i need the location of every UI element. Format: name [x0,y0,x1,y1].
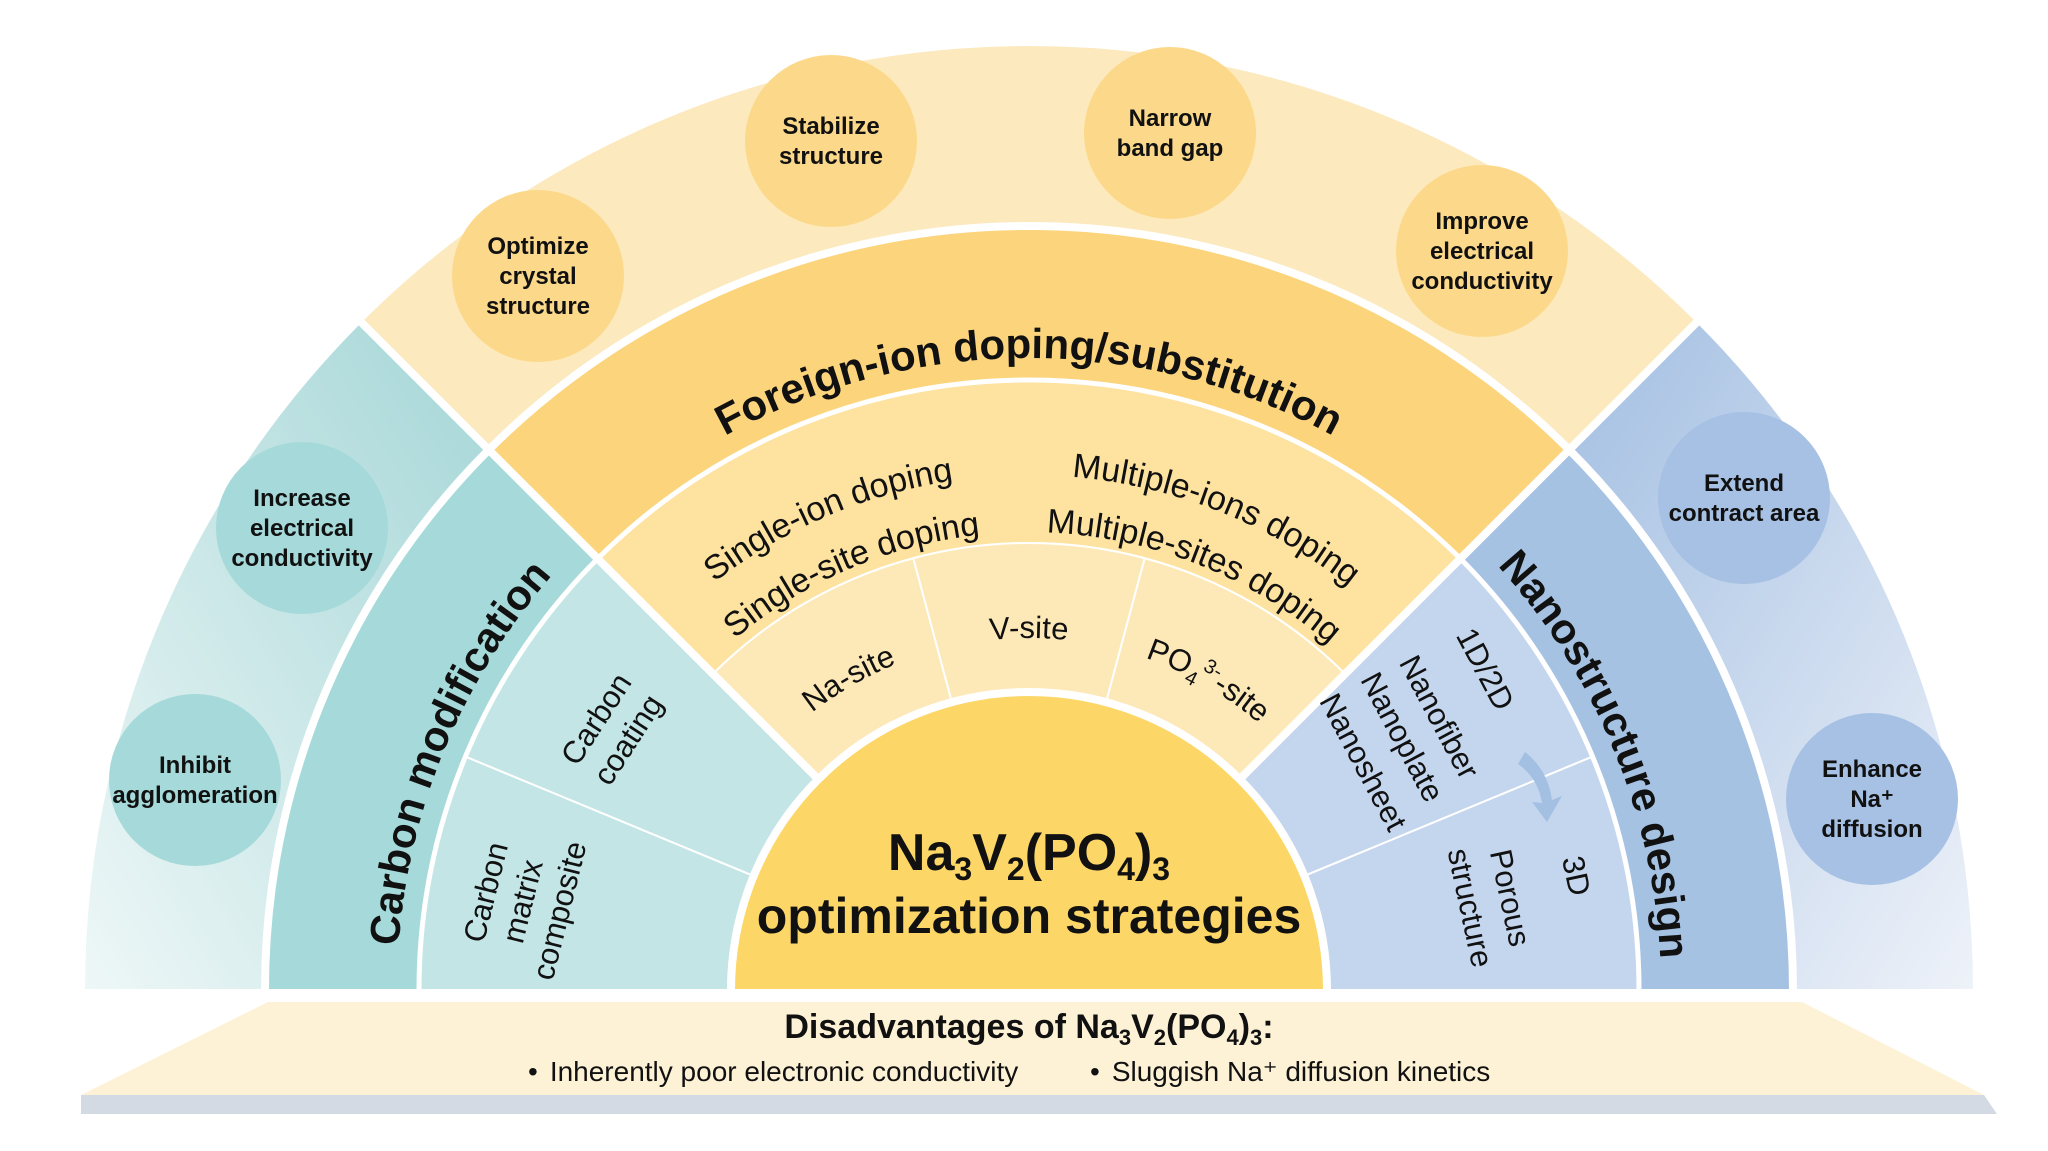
extend-contact-area-circle: Extend contract area [1658,412,1830,584]
sector-divider [1236,318,1701,783]
benefit-circle-shape [216,442,388,614]
benefit-circle-shape [109,694,281,866]
benefit-circle-shape [1786,713,1958,885]
optimize-crystal-structure-circle: Optimize crystal structure [452,190,624,362]
benefit-text: Na⁺ [1850,786,1893,813]
base-shadow [81,1095,1997,1114]
benefit-text: contract area [1669,500,1820,527]
disadvantage-item: • Sluggish Na⁺ diffusion kinetics [1090,1056,1490,1087]
disadvantages-panel [81,1002,1984,1095]
benefit-circle-shape [1658,412,1830,584]
disadvantage-item: • Inherently poor electronic conductivity [528,1056,1018,1087]
disadvantages-title: Disadvantages of Na3V2(PO4)3: [784,1008,1273,1050]
benefit-text: Increase [253,485,350,512]
benefit-text: structure [779,143,883,170]
benefit-text: Narrow [1129,105,1212,132]
improve-conductivity-circle: Improve electrical conductivity [1396,165,1568,337]
benefit-text: electrical [250,515,354,542]
benefit-text: crystal [499,263,576,290]
benefit-circle-shape [1084,47,1256,219]
benefit-text: electrical [1430,238,1534,265]
benefit-circle-shape [745,55,917,227]
benefit-text: Enhance [1822,756,1922,783]
benefit-circle-shape [452,190,624,362]
enhance-na-diffusion-circle: Enhance Na⁺ diffusion [1786,713,1958,885]
narrow-band-gap-circle: Narrow band gap [1084,47,1256,219]
center-formula: Na3V2(PO4)3 [888,824,1170,887]
sector-divider [357,318,822,783]
divider-layer [79,222,1979,994]
benefit-circles: Optimize crystal structure Stabilize structu… [109,47,1958,885]
v-site-label: V-site [988,610,1070,647]
benefit-text: structure [486,293,590,320]
benefit-text: band gap [1117,135,1224,162]
benefit-text: Extend [1704,470,1784,497]
ring-divider [261,222,1797,991]
benefit-text: conductivity [1411,268,1553,295]
ring-divider [727,688,1331,991]
benefit-circle-shape [1396,165,1568,337]
increase-conductivity-circle: Increase electrical conductivity [216,442,388,614]
ring-divider [416,377,1642,991]
inhibit-agglomeration-circle: Inhibit agglomeration [109,694,281,866]
stabilize-structure-circle: Stabilize structure [745,55,917,227]
benefit-text: conductivity [231,545,373,572]
curved-arrow-icon [1518,752,1562,822]
benefit-text: diffusion [1821,816,1922,843]
benefit-text: Optimize [487,233,588,260]
benefit-text: Stabilize [782,113,879,140]
benefit-text: agglomeration [112,782,277,809]
center-subtitle: optimization strategies [757,888,1302,944]
benefit-text: Improve [1435,208,1528,235]
nano-3d-label: 3D [1555,853,1597,899]
benefit-text: Inhibit [159,752,231,779]
